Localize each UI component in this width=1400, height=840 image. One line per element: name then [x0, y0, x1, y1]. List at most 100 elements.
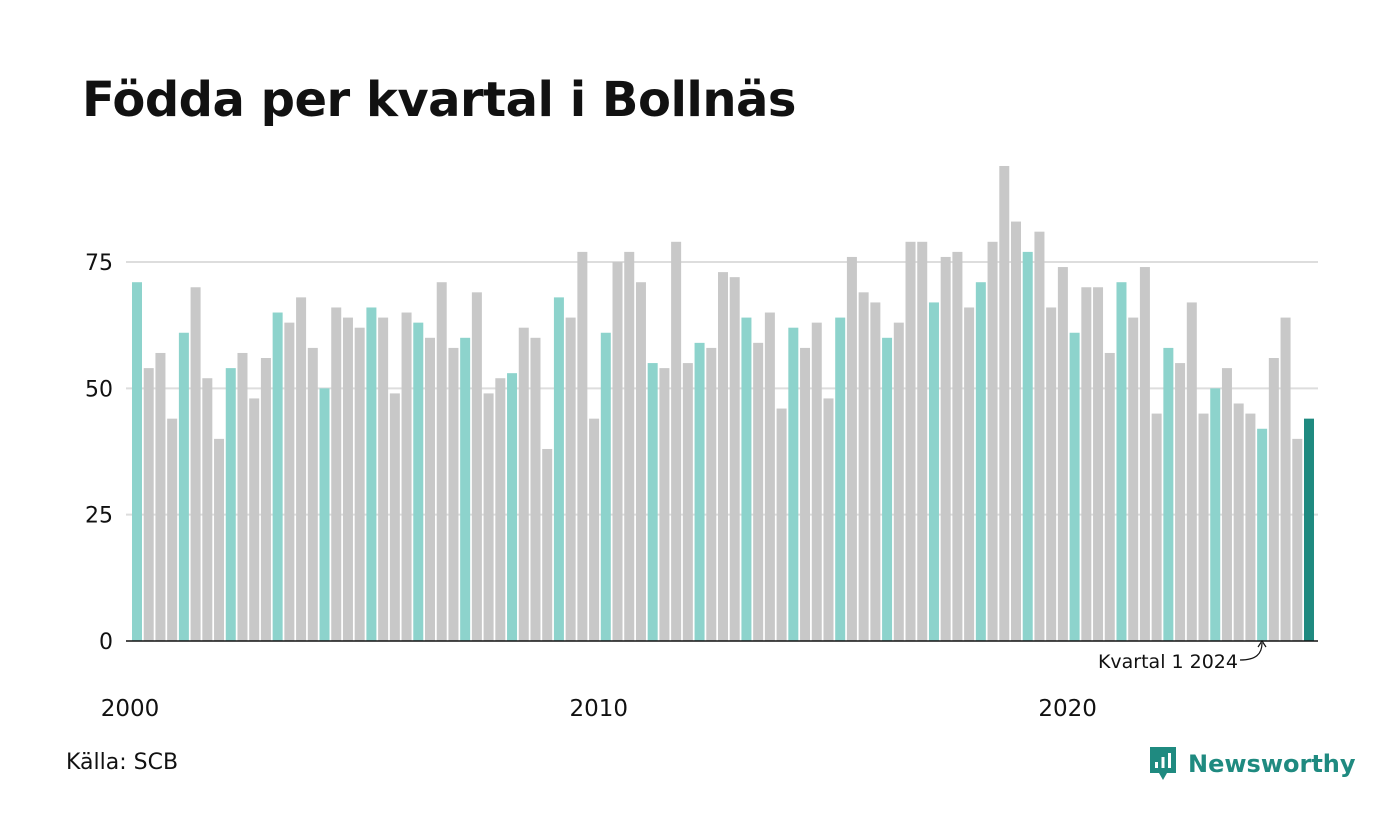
- bar: [952, 251, 963, 641]
- bar: [495, 378, 506, 641]
- bar: [249, 398, 260, 641]
- bar: [577, 251, 588, 641]
- bar: [1034, 231, 1045, 641]
- bar: [1022, 251, 1033, 641]
- chart-title: Födda per kvartal i Bollnäs: [82, 72, 796, 128]
- bar: [518, 327, 529, 641]
- bar: [1104, 352, 1115, 641]
- bar: [1151, 413, 1162, 641]
- bar: [237, 352, 248, 641]
- bar: [718, 272, 728, 641]
- bar: [214, 438, 225, 641]
- bar: [1245, 413, 1256, 641]
- bar: [999, 165, 1010, 642]
- bar: [741, 317, 752, 641]
- newsworthy-logo-icon: [1150, 747, 1176, 780]
- bar: [132, 282, 142, 641]
- bar: [366, 307, 377, 641]
- bar: [553, 297, 564, 641]
- source-note: Källa: SCB: [66, 750, 179, 775]
- bar: [1304, 418, 1314, 641]
- bar: [612, 262, 623, 641]
- annotation-arrow: [1239, 642, 1263, 661]
- x-tick-label: 2020: [1038, 696, 1097, 722]
- bar: [190, 287, 201, 641]
- bar: [694, 342, 705, 641]
- bar: [682, 363, 693, 641]
- bar: [1221, 368, 1232, 641]
- bar: [155, 352, 166, 641]
- bar: [460, 337, 471, 641]
- annotation-arrowhead: [1257, 639, 1267, 648]
- bar: [436, 282, 447, 641]
- bar: [917, 241, 928, 642]
- y-tick-label: 75: [85, 251, 113, 276]
- bar: [471, 292, 482, 641]
- bar: [272, 312, 283, 641]
- bar: [1292, 438, 1303, 641]
- bar: [1163, 347, 1174, 641]
- bar: [1069, 332, 1080, 641]
- bar: [1116, 282, 1127, 641]
- bar: [1268, 358, 1279, 641]
- bar: [893, 322, 904, 641]
- bar: [401, 312, 412, 641]
- bar: [635, 282, 646, 641]
- bar: [331, 307, 342, 641]
- bar: [1186, 302, 1197, 641]
- bar: [507, 373, 518, 641]
- bar: [1175, 363, 1186, 641]
- bar: [530, 337, 541, 641]
- bar: [307, 347, 318, 641]
- labels: 0 25 50 75 2000 2010 2020 Kvartal 1 2024: [85, 251, 1267, 722]
- bar: [706, 347, 717, 641]
- bar: [413, 322, 424, 641]
- brand-name: Newsworthy: [1188, 750, 1356, 778]
- bar: [975, 282, 986, 641]
- y-tick-label: 50: [85, 377, 113, 402]
- y-tick-label: 0: [99, 630, 113, 655]
- bar: [1093, 287, 1104, 641]
- bar: [846, 256, 857, 641]
- bar: [823, 398, 834, 641]
- bar: [319, 388, 330, 641]
- x-tick-label: 2010: [570, 696, 629, 722]
- x-tick-label: 2000: [101, 696, 160, 722]
- bar: [835, 317, 846, 641]
- bar: [764, 312, 775, 641]
- bar: [753, 342, 764, 641]
- bar: [811, 322, 822, 641]
- bar: [1011, 221, 1021, 641]
- bar: [1139, 267, 1150, 641]
- annotation-label: Kvartal 1 2024: [1098, 651, 1238, 673]
- bar: [1128, 317, 1139, 641]
- bar: [260, 358, 271, 641]
- bar: [600, 332, 611, 641]
- bar: [542, 448, 553, 641]
- bar: [905, 241, 916, 642]
- bar: [788, 327, 799, 641]
- bar: [225, 368, 236, 641]
- bar: [378, 317, 389, 641]
- brand-logo[interactable]: Newsworthy: [1148, 744, 1356, 784]
- bar: [178, 332, 189, 641]
- bar: [167, 418, 178, 641]
- bar: [940, 256, 951, 641]
- bar: [565, 317, 576, 641]
- bar: [1210, 388, 1221, 641]
- bar: [987, 241, 998, 642]
- bar: [671, 241, 682, 642]
- bar: [389, 393, 400, 641]
- bar: [1280, 317, 1291, 641]
- bar: [729, 277, 740, 641]
- bar: [589, 418, 600, 641]
- bar: [1233, 403, 1244, 641]
- bar: [964, 307, 975, 641]
- bar: [928, 302, 939, 641]
- bar: [425, 337, 435, 641]
- y-tick-label: 25: [85, 504, 113, 529]
- bar: [624, 251, 635, 641]
- bar: [659, 368, 670, 641]
- bar: [858, 292, 869, 641]
